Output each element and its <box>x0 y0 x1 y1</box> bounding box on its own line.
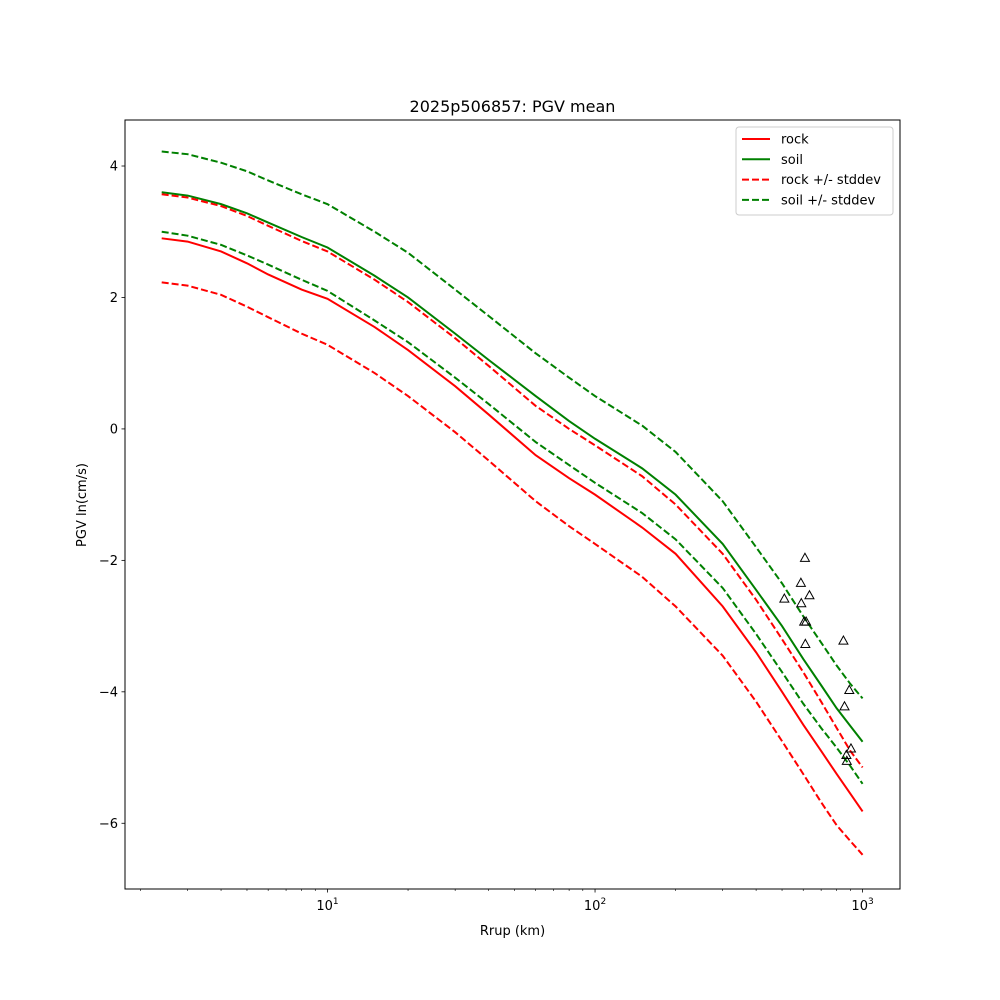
legend-label-3: soil +/- stddev <box>781 193 876 208</box>
x-tick-label-1: 102 <box>584 897 606 914</box>
series-line-1 <box>161 191 864 743</box>
y-tick-label-5: −6 <box>99 817 118 832</box>
observation-marker-13 <box>845 742 857 753</box>
chart-title: 2025p506857: PGV mean <box>410 97 616 116</box>
y-axis-label: PGV ln(cm/s) <box>75 463 90 547</box>
x-tick-label-0: 101 <box>316 897 338 914</box>
x-axis-label: Rrup (km) <box>480 924 545 939</box>
observation-marker-4 <box>799 552 811 562</box>
series-line-2 <box>161 193 864 769</box>
observation-marker-6 <box>800 615 812 626</box>
y-axis-ticks: 4 2 0 −2 −4 −6 <box>99 160 125 832</box>
x-axis-ticks: 101 102 103 <box>140 889 874 914</box>
legend-label-0: rock <box>781 133 809 148</box>
legend: rock soil rock +/- stddev soil +/- stddev <box>735 126 894 216</box>
observation-marker-8 <box>838 635 849 645</box>
observation-marker-0 <box>778 592 790 603</box>
legend-box <box>735 126 894 216</box>
x-tick-label-2: 103 <box>851 897 873 914</box>
observation-marker-12 <box>843 684 855 694</box>
y-tick-label-2: 0 <box>110 422 118 437</box>
observations-layer <box>778 552 857 765</box>
plot-area: 101 102 103 4 2 0 −2 −4 −6 <box>99 119 901 914</box>
series-line-3 <box>161 281 864 856</box>
observation-marker-5 <box>799 638 811 648</box>
series-line-5 <box>161 230 864 785</box>
observation-marker-7 <box>804 589 815 600</box>
legend-label-1: soil <box>781 153 803 168</box>
observation-marker-9 <box>839 700 850 711</box>
legend-label-2: rock +/- stddev <box>781 173 881 188</box>
observation-marker-11 <box>841 755 853 765</box>
plot-frame <box>124 119 901 890</box>
series-layer <box>161 150 864 856</box>
observation-marker-10 <box>841 749 852 760</box>
y-tick-label-4: −4 <box>99 685 118 700</box>
series-line-0 <box>161 237 864 813</box>
y-tick-label-3: −2 <box>99 554 118 569</box>
y-tick-label-1: 2 <box>110 291 118 306</box>
observation-marker-2 <box>795 597 807 608</box>
y-tick-label-0: 4 <box>110 160 118 175</box>
observation-marker-1 <box>795 577 807 587</box>
